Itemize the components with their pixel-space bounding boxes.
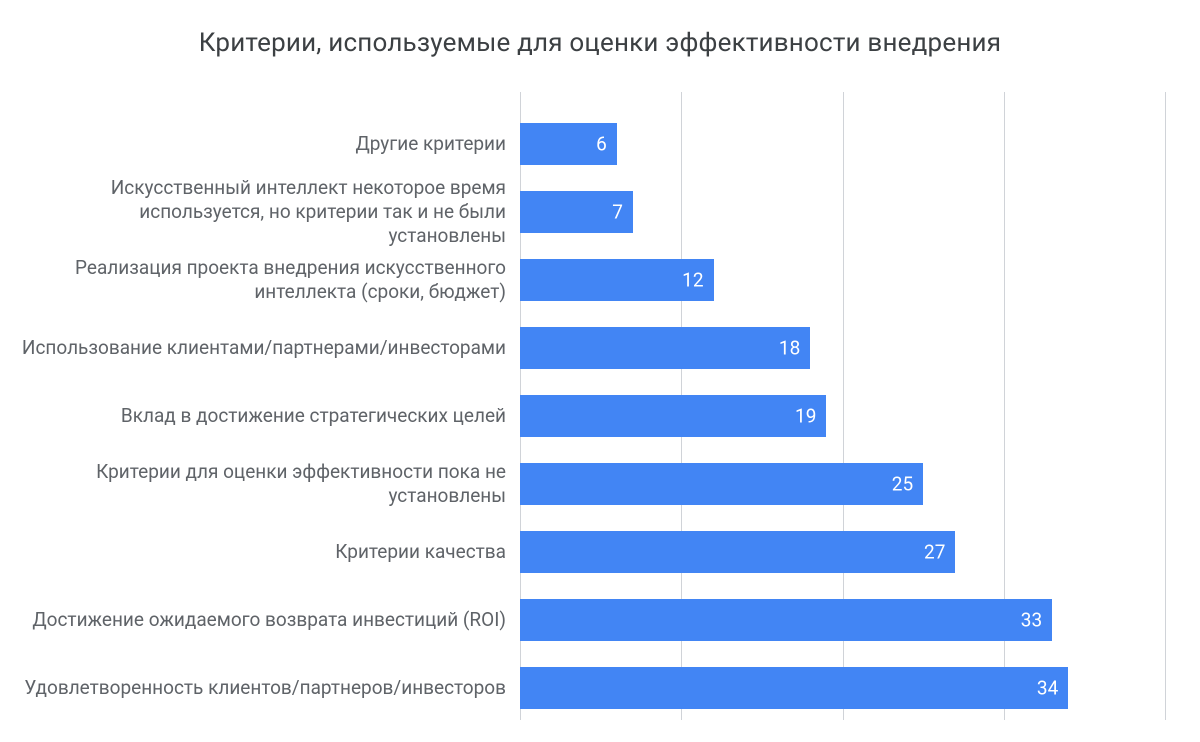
- category-label: Использование клиентами/партнерами/инвес…: [20, 336, 520, 360]
- category-label: Искусственный интеллект некоторое время …: [20, 176, 520, 247]
- category-label: Реализация проекта внедрения искусственн…: [20, 256, 520, 304]
- category-label: Другие критерии: [20, 132, 520, 156]
- bar-row: Искусственный интеллект некоторое время …: [20, 191, 1165, 233]
- bar: 34: [520, 667, 1068, 709]
- bar: 25: [520, 463, 923, 505]
- bar-track: 33: [520, 599, 1165, 641]
- bar-value: 7: [612, 201, 623, 224]
- bar: 6: [520, 123, 617, 165]
- bar: 19: [520, 395, 826, 437]
- bar-value: 33: [1021, 609, 1042, 632]
- category-label: Критерии для оценки эффективности пока н…: [20, 460, 520, 508]
- bar-row: Реализация проекта внедрения искусственн…: [20, 259, 1165, 301]
- chart-container: Критерии, используемые для оценки эффект…: [0, 0, 1200, 742]
- bar-value: 25: [892, 473, 913, 496]
- bar-row: Критерии качества 27: [20, 531, 1165, 573]
- bar-row: Вклад в достижение стратегических целей 1…: [20, 395, 1165, 437]
- bar: 27: [520, 531, 955, 573]
- bar: 18: [520, 327, 810, 369]
- bar: 7: [520, 191, 633, 233]
- bar: 33: [520, 599, 1052, 641]
- bar-track: 25: [520, 463, 1165, 505]
- bar-value: 18: [779, 337, 800, 360]
- chart-title: Критерии, используемые для оценки эффект…: [20, 28, 1180, 58]
- bar-value: 19: [795, 405, 816, 428]
- bar-row: Достижение ожидаемого возврата инвестици…: [20, 599, 1165, 641]
- bar-track: 34: [520, 667, 1165, 709]
- category-label: Вклад в достижение стратегических целей: [20, 404, 520, 428]
- bar-row: Другие критерии 6: [20, 123, 1165, 165]
- plot-area: Другие критерии 6 Искусственный интеллект …: [20, 92, 1180, 720]
- bar-track: 19: [520, 395, 1165, 437]
- gridline: [1165, 92, 1166, 720]
- bar-value: 34: [1037, 677, 1058, 700]
- bar-track: 18: [520, 327, 1165, 369]
- bar-row: Использование клиентами/партнерами/инвес…: [20, 327, 1165, 369]
- bar: 12: [520, 259, 714, 301]
- bar-value: 27: [924, 541, 945, 564]
- bar-row: Удовлетворенность клиентов/партнеров/инв…: [20, 667, 1165, 709]
- bar-row: Критерии для оценки эффективности пока н…: [20, 463, 1165, 505]
- bar-track: 12: [520, 259, 1165, 301]
- bar-track: 7: [520, 191, 1165, 233]
- category-label: Достижение ожидаемого возврата инвестици…: [20, 608, 520, 632]
- bar-value: 6: [596, 133, 607, 156]
- bar-value: 12: [682, 269, 703, 292]
- bar-track: 27: [520, 531, 1165, 573]
- category-label: Критерии качества: [20, 540, 520, 564]
- bar-track: 6: [520, 123, 1165, 165]
- category-label: Удовлетворенность клиентов/партнеров/инв…: [20, 676, 520, 700]
